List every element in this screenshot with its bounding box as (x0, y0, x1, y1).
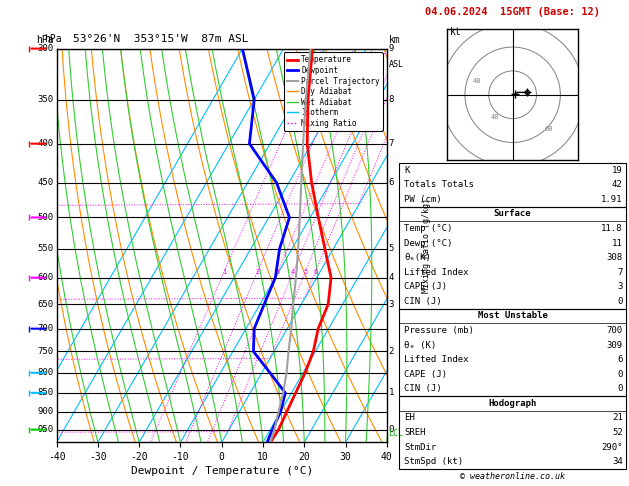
Text: 1.91: 1.91 (601, 195, 623, 204)
Text: 5: 5 (303, 269, 308, 275)
Text: 0: 0 (617, 297, 623, 306)
Text: StmSpd (kt): StmSpd (kt) (404, 457, 464, 466)
Text: 6: 6 (313, 269, 318, 275)
Text: 19: 19 (612, 166, 623, 174)
Text: 3: 3 (617, 282, 623, 291)
Text: km: km (389, 35, 400, 45)
Text: 40: 40 (491, 114, 499, 120)
Text: 308: 308 (606, 253, 623, 262)
Text: 850: 850 (37, 388, 53, 398)
Text: 290°: 290° (601, 443, 623, 451)
Text: © weatheronline.co.uk: © weatheronline.co.uk (460, 472, 565, 481)
Text: 0: 0 (617, 384, 623, 393)
Text: hPa: hPa (36, 35, 53, 45)
Text: 500: 500 (37, 213, 53, 222)
X-axis label: Dewpoint / Temperature (°C): Dewpoint / Temperature (°C) (131, 466, 313, 476)
Text: PW (cm): PW (cm) (404, 195, 442, 204)
Text: 1: 1 (389, 388, 394, 398)
Text: 11: 11 (612, 239, 623, 247)
Text: 309: 309 (606, 341, 623, 349)
Text: ASL: ASL (389, 60, 403, 69)
Text: 350: 350 (37, 95, 53, 104)
Text: Dewp (°C): Dewp (°C) (404, 239, 453, 247)
Text: 800: 800 (37, 368, 53, 377)
Text: 3: 3 (276, 269, 280, 275)
Text: Pressure (mb): Pressure (mb) (404, 326, 474, 335)
Text: hPa: hPa (44, 34, 62, 44)
Text: 11.8: 11.8 (601, 224, 623, 233)
Text: 900: 900 (37, 407, 53, 416)
Text: Mixing Ratio (g/kg): Mixing Ratio (g/kg) (422, 198, 431, 293)
Text: 52: 52 (612, 428, 623, 437)
Text: Hodograph: Hodograph (489, 399, 537, 408)
Text: 750: 750 (37, 347, 53, 356)
Text: StmDir: StmDir (404, 443, 437, 451)
Text: 550: 550 (37, 244, 53, 254)
Text: 40: 40 (472, 78, 481, 84)
Text: 7: 7 (389, 139, 394, 148)
Text: 5: 5 (389, 244, 394, 254)
Text: CIN (J): CIN (J) (404, 384, 442, 393)
Text: 4: 4 (389, 273, 394, 282)
Text: 8: 8 (389, 95, 394, 104)
Text: 2: 2 (255, 269, 259, 275)
Text: 950: 950 (37, 425, 53, 434)
Text: 2: 2 (389, 347, 394, 356)
Text: θₑ(K): θₑ(K) (404, 253, 431, 262)
Text: Totals Totals: Totals Totals (404, 180, 474, 189)
Text: 450: 450 (37, 178, 53, 187)
Text: 0: 0 (389, 425, 394, 434)
Text: 300: 300 (37, 44, 53, 53)
Text: Most Unstable: Most Unstable (477, 312, 548, 320)
Text: 650: 650 (37, 300, 53, 309)
Text: 0: 0 (617, 370, 623, 379)
Text: LCL: LCL (389, 429, 403, 437)
Text: CAPE (J): CAPE (J) (404, 282, 447, 291)
Text: 3: 3 (389, 300, 394, 309)
Text: 4: 4 (291, 269, 295, 275)
Text: θₑ (K): θₑ (K) (404, 341, 437, 349)
Text: 600: 600 (37, 273, 53, 282)
Text: 60: 60 (544, 125, 553, 132)
Text: CAPE (J): CAPE (J) (404, 370, 447, 379)
Text: kt: kt (449, 27, 461, 37)
Text: 53°26'N  353°15'W  87m ASL: 53°26'N 353°15'W 87m ASL (73, 34, 248, 44)
Text: EH: EH (404, 414, 415, 422)
Text: 6: 6 (389, 178, 394, 187)
Text: 04.06.2024  15GMT (Base: 12): 04.06.2024 15GMT (Base: 12) (425, 7, 600, 17)
Text: 1: 1 (222, 269, 226, 275)
Text: 42: 42 (612, 180, 623, 189)
Text: 21: 21 (612, 414, 623, 422)
Text: Temp (°C): Temp (°C) (404, 224, 453, 233)
Text: SREH: SREH (404, 428, 426, 437)
Text: 700: 700 (37, 324, 53, 333)
Text: 9: 9 (389, 44, 394, 53)
Text: Lifted Index: Lifted Index (404, 355, 469, 364)
Text: 6: 6 (617, 355, 623, 364)
Text: 7: 7 (617, 268, 623, 277)
Text: 700: 700 (606, 326, 623, 335)
Text: 400: 400 (37, 139, 53, 148)
Text: Lifted Index: Lifted Index (404, 268, 469, 277)
Text: K: K (404, 166, 410, 174)
Text: CIN (J): CIN (J) (404, 297, 442, 306)
Text: 34: 34 (612, 457, 623, 466)
Text: Surface: Surface (494, 209, 532, 218)
Legend: Temperature, Dewpoint, Parcel Trajectory, Dry Adiabat, Wet Adiabat, Isotherm, Mi: Temperature, Dewpoint, Parcel Trajectory… (284, 52, 383, 131)
